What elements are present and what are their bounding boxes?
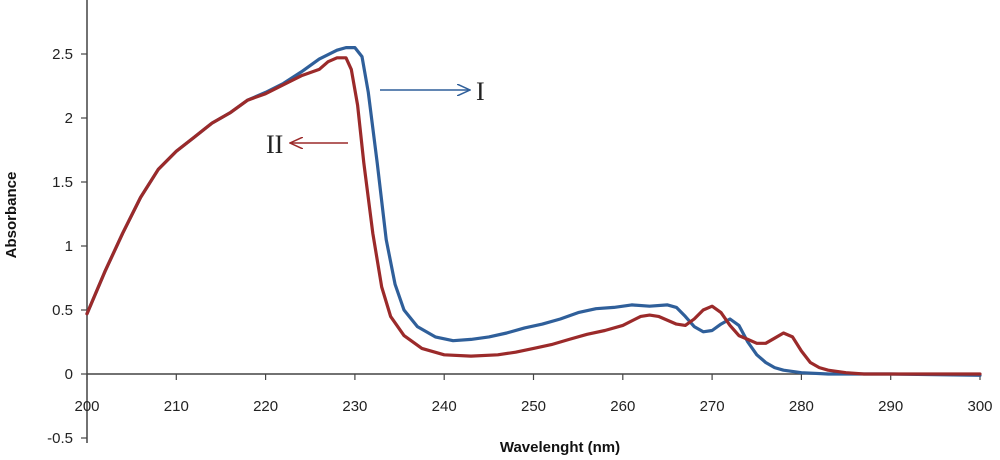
y-axis: -0.5 0 0.5 1 1.5 2 2.5 [47, 0, 88, 447]
x-tick-label: 280 [789, 398, 814, 415]
x-tick-label: 260 [610, 398, 635, 415]
series-line-II [85, 56, 982, 376]
y-tick-label: -0.5 [47, 430, 73, 447]
x-tick-label: 300 [967, 398, 992, 415]
y-tick-label: 1.5 [52, 174, 73, 191]
series-layer [85, 46, 982, 377]
x-tick-label: 200 [74, 398, 99, 415]
y-tick-label: 0 [65, 366, 73, 383]
y-tick-label: 0.5 [52, 302, 73, 319]
x-tick-label: 250 [521, 398, 546, 415]
annotation-label-I: I [476, 77, 485, 106]
x-axis-title: Wavelenght (nm) [500, 439, 620, 456]
annotation-label-II: II [266, 130, 283, 159]
series-line-I [85, 46, 982, 377]
x-tick-label: 240 [432, 398, 457, 415]
annotation-layer: III [266, 77, 485, 159]
x-tick-label: 230 [342, 398, 367, 415]
y-tick-label: 1 [65, 238, 73, 255]
x-tick-label: 210 [164, 398, 189, 415]
y-axis-title: Absorbance [3, 172, 20, 259]
y-tick-label: 2 [65, 110, 73, 127]
x-tick-label: 270 [700, 398, 725, 415]
x-axis: 200 210 220 230 240 250 260 270 280 290 300 [74, 373, 993, 415]
x-tick-label: 290 [878, 398, 903, 415]
x-tick-label: 220 [253, 398, 278, 415]
y-tick-label: 2.5 [52, 46, 73, 63]
